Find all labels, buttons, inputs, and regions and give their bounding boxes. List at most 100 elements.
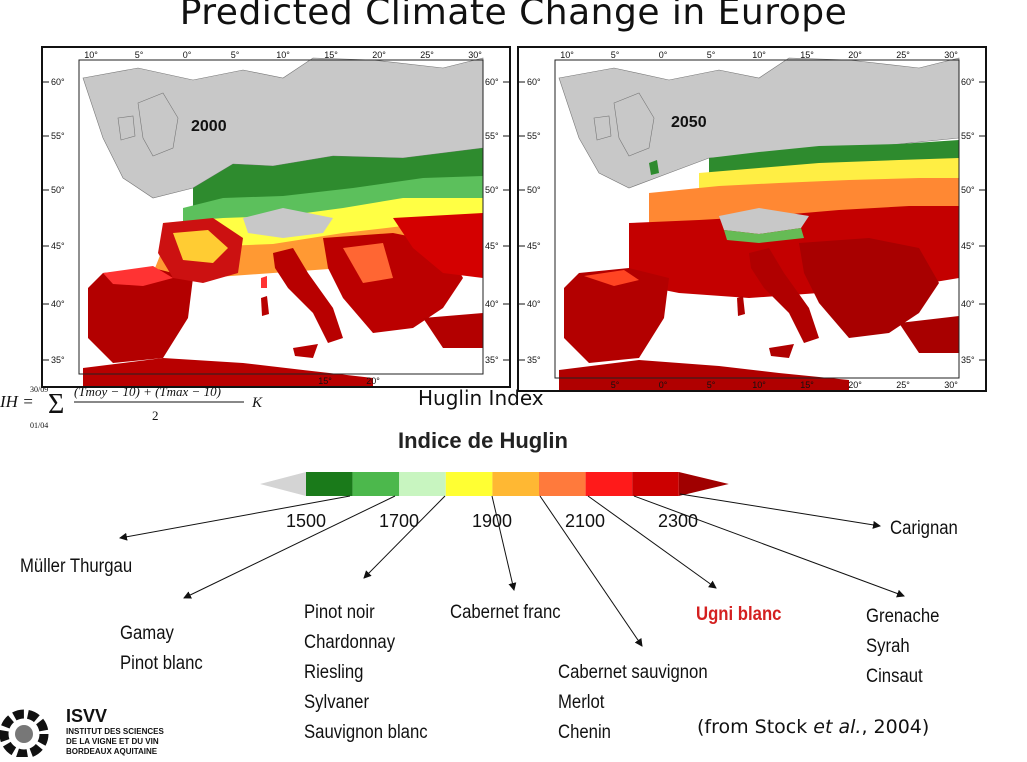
scale-segment [585,472,633,496]
formula-denominator: 2 [152,408,159,423]
map-year-label: 2050 [671,114,707,131]
grape-label: Müller Thurgau [20,556,133,577]
lat-tick-label: 55° [51,131,65,141]
map-year-label: 2000 [191,118,227,135]
grape-label: Carignan [890,518,958,539]
lon-tick-label: 10° [752,50,766,60]
formula-lhs: IH = [0,392,34,411]
formula-numerator: (Tmoy − 10) + (Tmax − 10) [74,384,221,399]
lat-tick-label: 40° [527,299,541,309]
source-citation: (from Stock et al., 2004) [697,716,930,738]
lat-tick-label: 35° [485,355,499,365]
scale-segment [352,472,400,496]
grape-label: Gamay [120,623,174,644]
lon-tick-label: 25° [896,380,910,390]
grape-label: Syrah [866,636,910,657]
svg-text:BORDEAUX AQUITAINE: BORDEAUX AQUITAINE [66,747,158,756]
scale-segment [539,472,586,496]
scale-title: Indice de Huglin [398,428,568,453]
scale-segment [492,472,539,496]
grape-group-1: Müller Thurgau [20,552,132,582]
lat-tick-label: 55° [961,131,975,141]
scale-segment [445,472,493,496]
grape-label: Cabernet franc [450,602,561,623]
lon-tick-label: 20° [366,376,380,386]
lon-tick-label: 30° [468,50,482,60]
arrow-pinot-noir [363,495,446,579]
svg-text:DE LA VIGNE ET DU VIN: DE LA VIGNE ET DU VIN [66,737,159,746]
lat-tick-label: 55° [527,131,541,141]
lat-tick-label: 35° [527,355,541,365]
grape-group-6: Ugni blanc [696,600,781,630]
lon-tick-label: 15° [318,376,332,386]
scale-segment [678,472,729,496]
map-2000: 60° 55° 50° 45° 40° 35° 60° 55° 50° 45° 40° 35° 10… [41,46,511,388]
grape-group-8: Carignan [890,514,958,544]
lon-tick-label: 15° [800,50,814,60]
lat-tick-label: 45° [485,241,499,251]
lon-tick-label: 5° [611,380,620,390]
lat-tick-label: 45° [527,241,541,251]
lon-tick-label: 25° [896,50,910,60]
arrow-cabernet-sauvignon [539,495,643,647]
lat-tick-label: 40° [51,299,65,309]
grape-label: Grenache [866,606,940,627]
lon-tick-label: 5° [231,50,240,60]
sigma-icon: Σ [48,389,64,420]
arrow-muller-thurgau [119,495,351,541]
grape-label: Pinot blanc [120,653,203,674]
lon-tick-label: 20° [372,50,386,60]
scale-segment [306,472,353,496]
lon-tick-label: 10° [276,50,290,60]
grape-label: Cinsaut [866,666,923,687]
scale-tick-label: 2100 [565,511,605,531]
page-title: Predicted Climate Change in Europe [179,0,848,33]
lat-tick-label: 40° [485,299,499,309]
scale-segment [260,472,306,496]
lon-tick-label: 5° [707,50,716,60]
lat-tick-label: 60° [485,77,499,87]
grape-label: Sylvaner [304,692,370,713]
lat-tick-label: 50° [485,185,499,195]
grape-label: Cabernet sauvignon [558,662,708,683]
svg-text:INSTITUT DES SCIENCES: INSTITUT DES SCIENCES [66,727,164,736]
lat-tick-label: 35° [51,355,65,365]
lon-tick-label: 20° [848,380,862,390]
grape-group-5: Cabernet sauvignon Merlot Chenin [558,658,708,748]
lon-tick-label: 10° [752,380,766,390]
formula-unit: K [251,395,263,411]
lon-tick-label: 5° [135,50,144,60]
map-2050: 60° 55° 50° 45° 40° 35° 60° 55° 50° 45° 40° 35° 10… [517,46,987,392]
lat-tick-label: 50° [527,185,541,195]
scale-segment [399,472,446,496]
svg-text:ISVV: ISVV [66,706,107,726]
huglin-index-label: Huglin Index [418,386,544,410]
lat-tick-label: 35° [961,355,975,365]
lon-tick-label: 20° [848,50,862,60]
scale-tick-label: 2300 [658,511,698,531]
lon-tick-label: 10° [84,50,98,60]
lon-tick-label: 10° [560,50,574,60]
lon-tick-label: 30° [944,380,958,390]
lon-tick-label: 0° [659,380,668,390]
grape-label: Chardonnay [304,632,396,653]
lon-tick-label: 0° [183,50,192,60]
lat-tick-label: 40° [961,299,975,309]
huglin-scale-bar: 1500 1700 1900 2100 2300 [119,472,905,647]
lat-tick-label: 45° [961,241,975,251]
scale-segment [632,472,679,496]
arrow-gamay [183,495,396,599]
lon-tick-label: 15° [324,50,338,60]
arrow-cabernet-franc [491,495,517,591]
grape-label: Sauvignon blanc [304,722,428,743]
lon-tick-label: 5° [611,50,620,60]
lat-tick-label: 55° [485,131,499,141]
scale-tick-label: 1900 [472,511,512,531]
lat-tick-label: 45° [51,241,65,251]
grape-label: Ugni blanc [696,604,782,625]
formula-sum-upper: 30/09 [30,385,48,394]
scale-tick-label: 1500 [286,511,326,531]
lat-tick-label: 60° [527,77,541,87]
lon-tick-label: 15° [800,380,814,390]
lon-tick-label: 30° [944,50,958,60]
